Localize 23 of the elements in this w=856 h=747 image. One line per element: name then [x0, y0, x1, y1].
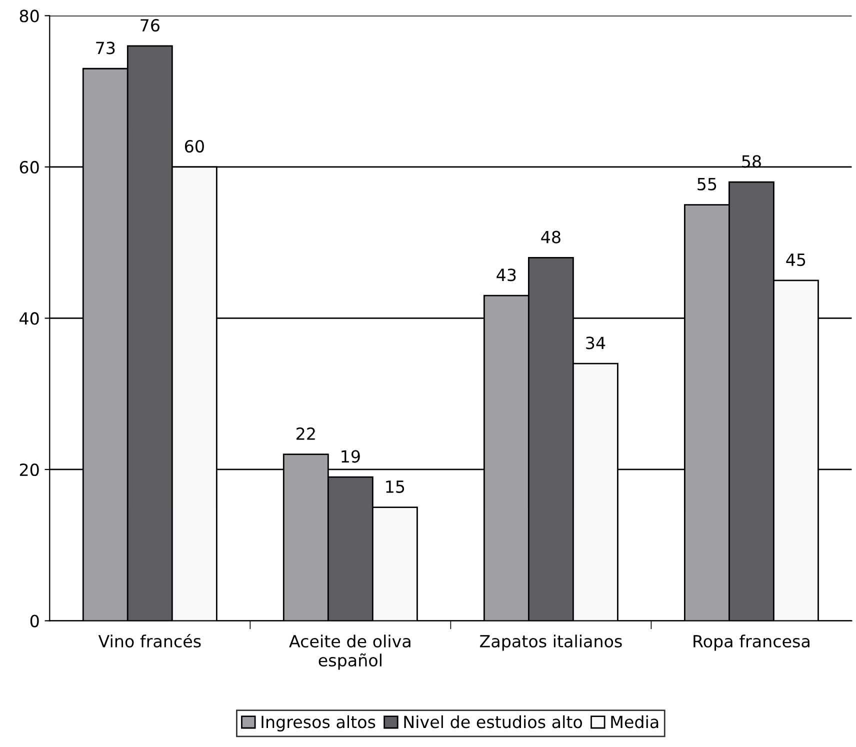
y-tick-label: 40	[20, 312, 39, 325]
data-label: 34	[586, 336, 606, 350]
x-tick-label: Zapatos italianos	[480, 634, 622, 651]
y-tick-label: 0	[30, 614, 39, 628]
y-tick-label: 20	[20, 463, 39, 476]
data-label: 55	[698, 178, 716, 190]
data-label: 45	[786, 254, 806, 266]
data-label: 60	[184, 140, 204, 153]
x-tick-label: Vino francés	[98, 634, 201, 648]
y-tick-label: 80	[20, 10, 39, 22]
data-label: 22	[296, 427, 315, 440]
data-label: 19	[342, 450, 360, 463]
x-tick-label: Ropa francesa	[694, 634, 810, 651]
legend-label: Media	[611, 715, 658, 728]
data-label: 48	[541, 230, 560, 244]
x-tick-label: Aceite de oliva español	[289, 634, 410, 670]
data-label: 15	[386, 480, 404, 493]
legend-label: Nivel de estudios alto	[404, 715, 582, 728]
legend-label: Ingresos altos	[262, 715, 376, 732]
y-tick-label: 60	[20, 160, 39, 174]
data-label: 73	[96, 42, 115, 54]
data-label: 43	[496, 268, 516, 282]
data-label: 76	[140, 18, 160, 32]
